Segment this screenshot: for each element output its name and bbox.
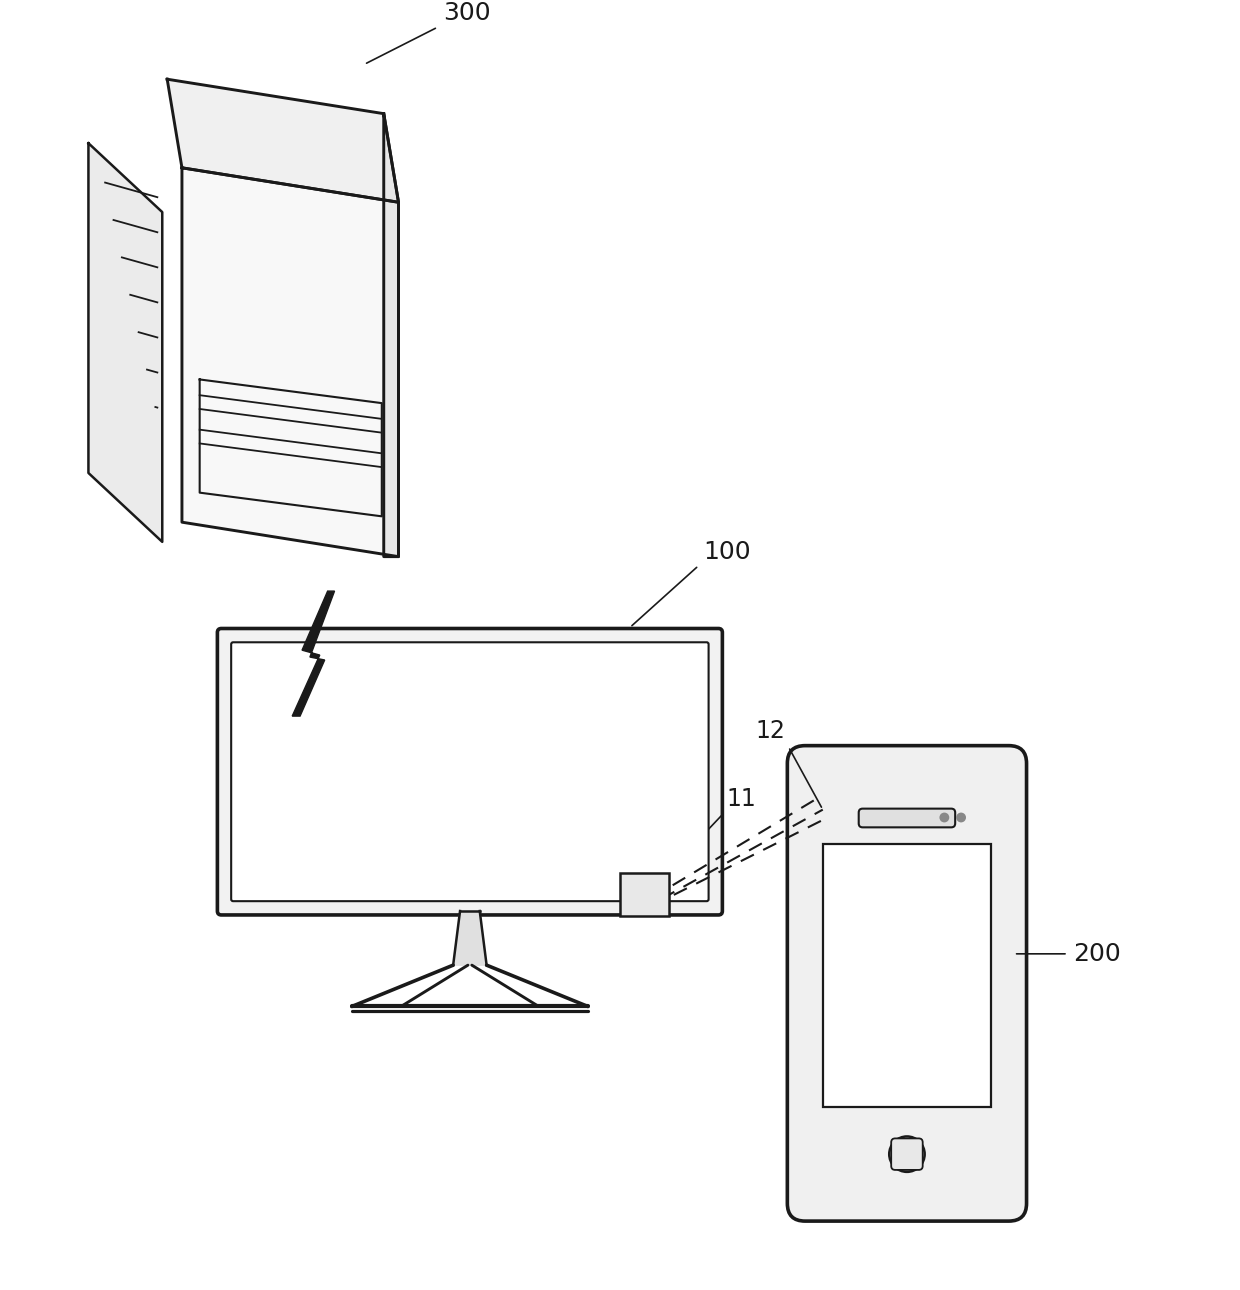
Bar bbox=[620, 872, 670, 916]
FancyBboxPatch shape bbox=[217, 628, 723, 915]
Text: 12: 12 bbox=[755, 719, 785, 743]
Text: 300: 300 bbox=[443, 1, 491, 25]
Polygon shape bbox=[453, 911, 486, 965]
Polygon shape bbox=[167, 79, 398, 203]
Polygon shape bbox=[293, 591, 335, 716]
Polygon shape bbox=[383, 114, 398, 557]
Polygon shape bbox=[88, 143, 162, 542]
FancyBboxPatch shape bbox=[859, 809, 955, 827]
FancyBboxPatch shape bbox=[892, 1138, 923, 1170]
Circle shape bbox=[940, 813, 950, 823]
Circle shape bbox=[956, 813, 966, 823]
FancyBboxPatch shape bbox=[787, 746, 1027, 1222]
FancyBboxPatch shape bbox=[231, 642, 708, 902]
Text: 11: 11 bbox=[727, 787, 756, 810]
Polygon shape bbox=[182, 168, 398, 557]
Text: 100: 100 bbox=[703, 539, 751, 564]
Bar bbox=[823, 844, 991, 1107]
Text: 200: 200 bbox=[1073, 942, 1121, 966]
